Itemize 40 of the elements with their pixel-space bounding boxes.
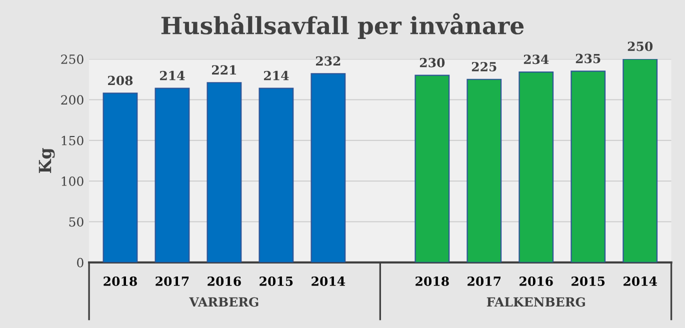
- bar: [102, 92, 138, 262]
- y-tick-label: 100: [62, 176, 84, 186]
- data-label: 208: [108, 76, 133, 86]
- bar: [154, 88, 190, 262]
- bar: [258, 88, 294, 262]
- x-tick-label: 2014: [312, 276, 346, 286]
- data-label: 235: [576, 54, 600, 64]
- chart-title: Hushållsavfall per invånare: [161, 13, 524, 39]
- x-tick-label: 2017: [468, 276, 501, 286]
- data-label: 221: [212, 65, 236, 74]
- data-label: 214: [160, 70, 185, 80]
- x-tick-label: 2017: [156, 276, 189, 286]
- x-tick-label: 2014: [624, 276, 657, 286]
- data-label: 230: [420, 58, 445, 68]
- bar: [622, 59, 658, 262]
- data-label: 250: [628, 42, 653, 52]
- x-tick-label: 2018: [104, 276, 137, 286]
- y-tick-label: 0: [77, 258, 84, 268]
- y-tick-label: 50: [69, 217, 84, 227]
- data-label: 225: [472, 62, 496, 72]
- x-tick-label: 2016: [520, 276, 553, 286]
- x-tick-label: 2018: [416, 276, 449, 286]
- bar: [310, 73, 346, 262]
- bar: [466, 78, 502, 262]
- data-label: 214: [264, 70, 289, 80]
- data-label: 234: [524, 54, 549, 64]
- y-axis-title: Kg: [38, 148, 55, 174]
- text: VARBERG: [189, 297, 258, 307]
- x-tick-label: 2015: [260, 276, 293, 286]
- x-tick-label: 2015: [572, 276, 605, 286]
- bar: [518, 72, 554, 262]
- bar: [414, 74, 450, 262]
- bar: [570, 70, 606, 262]
- y-tick-label: 150: [62, 136, 84, 146]
- y-tick-label: 200: [61, 95, 84, 105]
- data-label: 232: [316, 56, 340, 66]
- x-tick-label: 2016: [208, 276, 241, 286]
- bar: [206, 82, 242, 262]
- text: FALKENBERG: [486, 297, 585, 307]
- y-tick-label: 250: [61, 54, 84, 64]
